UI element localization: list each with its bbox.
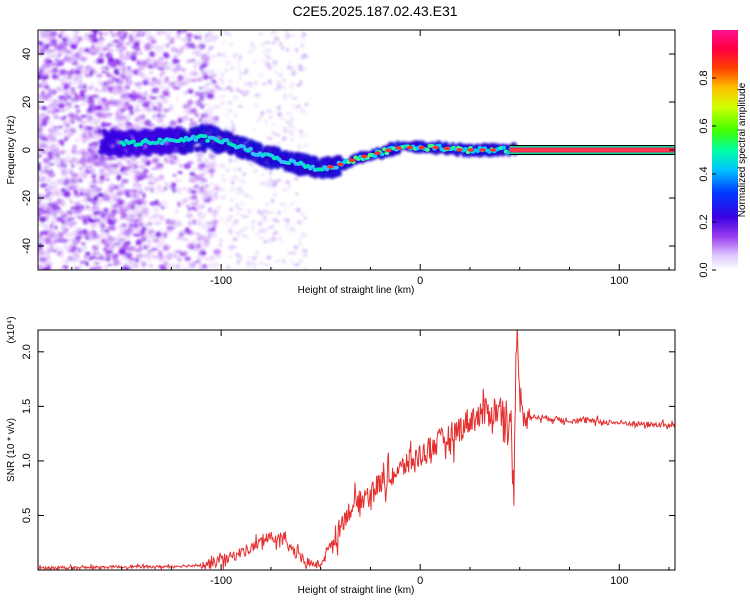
snr-y-axis-label: SNR (10 * v/v) [6, 418, 17, 482]
spectrogram-ridge-core [119, 133, 516, 172]
snr-ticks: -100 0 100 0.5 1.0 1.5 2.0 [21, 330, 675, 587]
spectrogram-trace-tail [509, 145, 675, 155]
snr-panel: -100 0 100 0.5 1.0 1.5 2.0 (x10⁴) Height of st… [6, 316, 676, 596]
spectrogram-x-tick-label: 100 [610, 275, 628, 287]
spectrogram-noise [38, 30, 309, 270]
snr-x-tick-label: 0 [417, 575, 423, 587]
colorbar-tick-label: 0.2 [698, 214, 710, 229]
spectrogram-y-tick-label: -40 [21, 238, 33, 254]
snr-x-tick-label: -100 [210, 575, 232, 587]
spectrogram-x-tick-label: 0 [417, 275, 423, 287]
spectrogram-y-tick-label: 40 [21, 48, 33, 60]
spectrogram-heatmap [38, 30, 675, 270]
colorbar-tick-label: 0.6 [698, 118, 710, 133]
colorbar-tick-label: 0.4 [698, 166, 710, 181]
snr-series [38, 330, 675, 570]
spectrogram-y-axis-label: Frequency (Hz) [6, 116, 17, 185]
colorbar-label: Normalized spectral amplitude [737, 82, 748, 217]
snr-frame [37, 329, 676, 571]
spectrogram-x-axis-label: Height of straight line (km) [298, 285, 415, 296]
spectrogram-y-tick-label: 0 [21, 147, 33, 153]
snr-line [38, 330, 675, 570]
colorbar-tick-label: 0.0 [698, 262, 710, 277]
colorbar: 0.0 0.2 0.4 0.6 0.8 Normalized spectral ampl… [698, 30, 748, 278]
snr-x-tick-label: 100 [610, 575, 628, 587]
snr-y-tick-label: 2.0 [21, 344, 33, 359]
colorbar-gradient [712, 30, 738, 270]
snr-y-tick-label: 1.0 [21, 453, 33, 468]
snr-x-axis-label: Height of straight line (km) [298, 585, 415, 596]
colorbar-ticks: 0.0 0.2 0.4 0.6 0.8 [698, 70, 716, 278]
snr-y-tick-label: 1.5 [21, 399, 33, 414]
spectrogram-x-tick-label: -100 [210, 275, 232, 287]
chart-title: C2E5.2025.187.02.43.E31 [292, 3, 457, 19]
snr-y-tick-label: 0.5 [21, 508, 33, 523]
snr-scale-label: (x10⁴) [6, 316, 17, 343]
spectrogram-panel: -100 0 100 -40 -20 0 20 40 Height of straight l… [6, 29, 676, 296]
spectrogram-y-tick-label: 20 [21, 96, 33, 108]
colorbar-tick-label: 0.8 [698, 70, 710, 85]
spectrogram-ticks: -100 0 100 -40 -20 0 20 40 [21, 30, 675, 287]
spectrogram-y-tick-label: -20 [21, 190, 33, 206]
